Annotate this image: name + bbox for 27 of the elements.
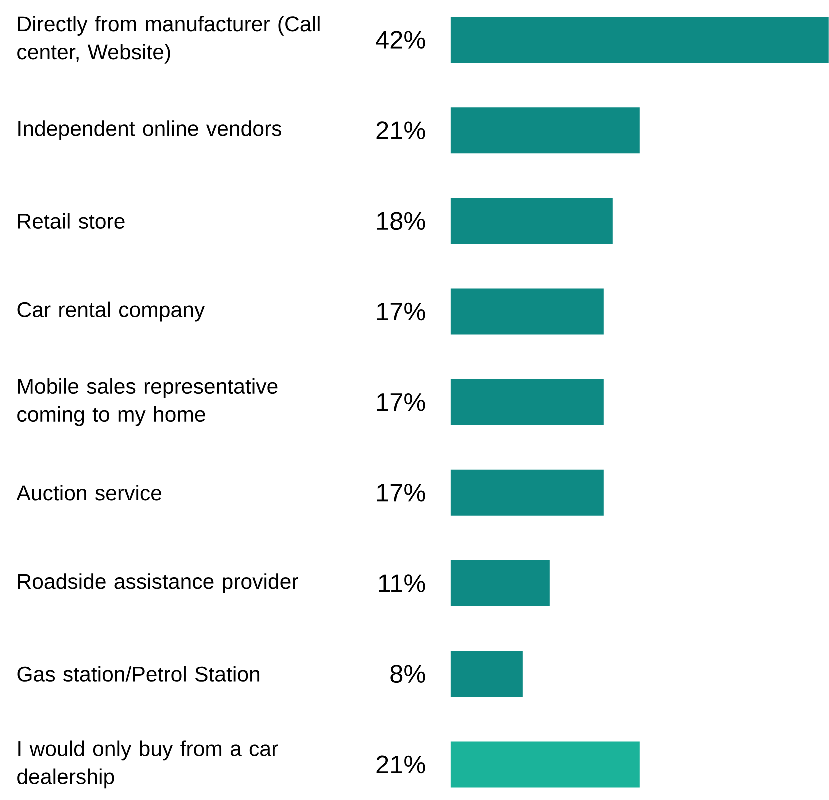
bar [450, 17, 829, 64]
data-label: 8% [390, 665, 426, 684]
bar [450, 470, 604, 516]
bar [450, 651, 523, 698]
data-label: 21% [376, 122, 426, 140]
bar [450, 108, 640, 154]
y-tick-label: Directly from manufacturer (Call center, Website) [18, 16, 320, 64]
y-tick-label: Independent online vendors [18, 120, 282, 141]
data-label: 17% [377, 394, 426, 412]
data-label: 17% [377, 484, 426, 502]
data-label: 21% [376, 756, 426, 774]
y-tick-label: Gas station/Petrol Station [18, 666, 260, 682]
bar [450, 379, 604, 426]
bar [450, 560, 550, 607]
data-label: 11% [379, 574, 426, 592]
y-tick-label: Retail store [18, 213, 125, 230]
bar [450, 742, 640, 788]
y-tick-label: Roadside assistance provider [18, 574, 298, 594]
y-tick-label: Car rental company [18, 302, 206, 322]
data-label: 42% [376, 31, 426, 49]
y-tick-label: I would only buy from a car dealership [18, 740, 278, 789]
data-label: 17% [377, 302, 426, 321]
bar [450, 288, 604, 335]
y-tick-label: Mobile sales representative coming to my home [18, 378, 278, 426]
data-label: 18% [377, 212, 426, 230]
bar [450, 198, 613, 244]
y-tick-label: Auction service [16, 485, 162, 501]
